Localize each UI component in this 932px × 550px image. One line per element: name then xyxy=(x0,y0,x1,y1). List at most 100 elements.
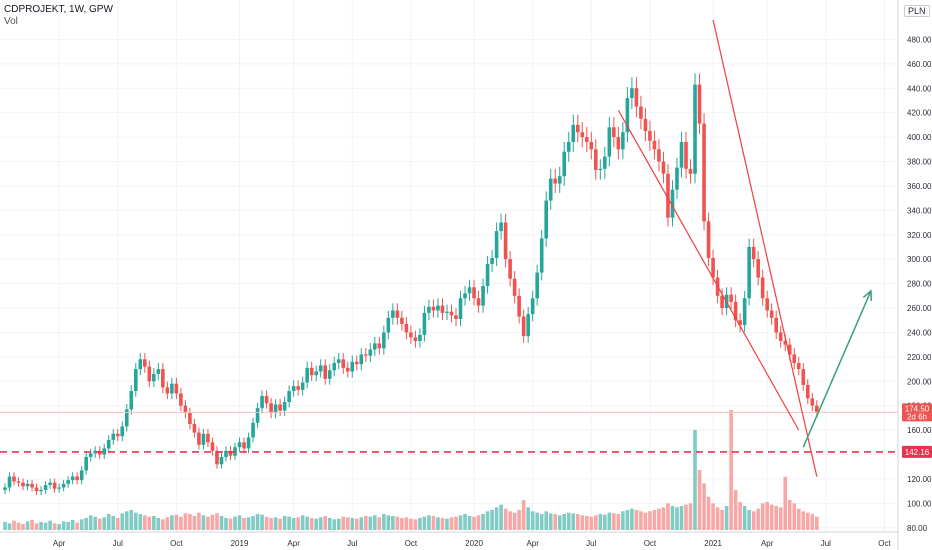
candle xyxy=(57,483,61,493)
candle xyxy=(269,397,273,419)
candle xyxy=(93,446,97,458)
volume-bar xyxy=(52,523,57,530)
candle xyxy=(124,404,129,432)
candle-body xyxy=(440,305,445,313)
y-tick-label: 340.00 xyxy=(907,206,932,215)
candle-body xyxy=(661,161,666,174)
candle-body xyxy=(30,483,34,488)
volume-bar xyxy=(133,512,138,530)
candle xyxy=(7,472,12,492)
candle-body xyxy=(738,320,742,326)
candle-body xyxy=(16,481,21,483)
volume-bar xyxy=(246,517,251,530)
volume-bar xyxy=(88,515,93,530)
volume-bar xyxy=(810,514,815,530)
y-tick-label: 120.00 xyxy=(907,475,932,484)
candle-body xyxy=(174,383,179,394)
candle-body xyxy=(404,323,409,333)
candle xyxy=(25,479,30,491)
volume-bar xyxy=(418,518,422,530)
candle xyxy=(697,73,702,135)
currency-label[interactable]: PLN xyxy=(904,5,930,17)
candle xyxy=(544,191,548,247)
volume-bar xyxy=(34,523,39,530)
volume-bar xyxy=(503,508,508,530)
candle-body xyxy=(535,272,539,299)
volume-bar xyxy=(526,507,530,530)
candle-body xyxy=(711,257,715,278)
volume-bar xyxy=(260,514,264,530)
candle-body xyxy=(354,361,359,365)
candle-body xyxy=(143,359,147,367)
chart-title: CDPROJEKT, 1W, GPW xyxy=(4,4,113,15)
candle xyxy=(192,418,197,438)
volume-bar xyxy=(30,520,34,530)
candle xyxy=(431,299,436,318)
candle xyxy=(535,264,539,306)
candle-body xyxy=(765,298,769,311)
candle-body xyxy=(206,433,210,443)
candle-body xyxy=(769,310,774,318)
volume-bar xyxy=(170,515,174,530)
candle-body xyxy=(237,442,242,448)
x-tick-label: Oct xyxy=(170,539,183,548)
candle xyxy=(440,298,445,320)
y-tick-label: 240.00 xyxy=(907,328,932,337)
x-tick-label: Oct xyxy=(644,539,657,548)
candle xyxy=(742,290,747,332)
candle-body xyxy=(792,354,797,363)
volume-bar xyxy=(521,500,526,530)
volume-bar xyxy=(219,516,224,530)
candle-body xyxy=(670,189,675,218)
candle xyxy=(88,448,93,462)
candle xyxy=(404,317,409,340)
candle xyxy=(323,359,328,385)
volume-bar xyxy=(156,518,161,530)
candle-body xyxy=(120,426,125,437)
candle xyxy=(152,367,156,388)
candle-body xyxy=(467,287,472,294)
candle xyxy=(183,400,188,419)
candle-body xyxy=(512,278,517,296)
candle-body xyxy=(219,456,224,465)
volume-bar xyxy=(720,510,724,530)
volume-bar xyxy=(66,522,70,530)
candle xyxy=(291,380,296,397)
candle-body xyxy=(188,413,192,425)
candle xyxy=(693,73,697,184)
volume-bar xyxy=(251,516,255,530)
candle xyxy=(364,348,368,362)
candle-body xyxy=(607,127,612,157)
candle xyxy=(373,336,377,356)
volume-bar xyxy=(318,517,323,530)
candle xyxy=(594,139,598,180)
volume-bar xyxy=(368,516,373,530)
candle xyxy=(436,298,440,318)
volume-bar xyxy=(395,516,400,530)
volume-bar xyxy=(630,508,634,530)
volume-bar xyxy=(454,516,458,530)
candle xyxy=(738,313,742,332)
candle-body xyxy=(21,482,25,487)
volume-bar xyxy=(282,516,287,530)
candle-body xyxy=(783,340,788,345)
candle-body xyxy=(273,404,278,414)
volume-bar xyxy=(805,512,810,530)
candle-body xyxy=(364,354,368,356)
candle xyxy=(648,120,652,151)
candle-body xyxy=(323,365,328,379)
candle xyxy=(639,95,643,130)
volume-bar xyxy=(607,512,612,530)
candle-body xyxy=(210,442,215,451)
candle xyxy=(409,325,413,344)
candle-body xyxy=(25,483,30,487)
volume-bar xyxy=(571,513,576,530)
volume-bar xyxy=(778,507,783,530)
candle xyxy=(133,362,138,397)
drawing-layer xyxy=(0,19,898,477)
candle-body xyxy=(643,118,648,131)
volume-bar xyxy=(206,516,210,530)
volume-bar xyxy=(693,430,697,530)
